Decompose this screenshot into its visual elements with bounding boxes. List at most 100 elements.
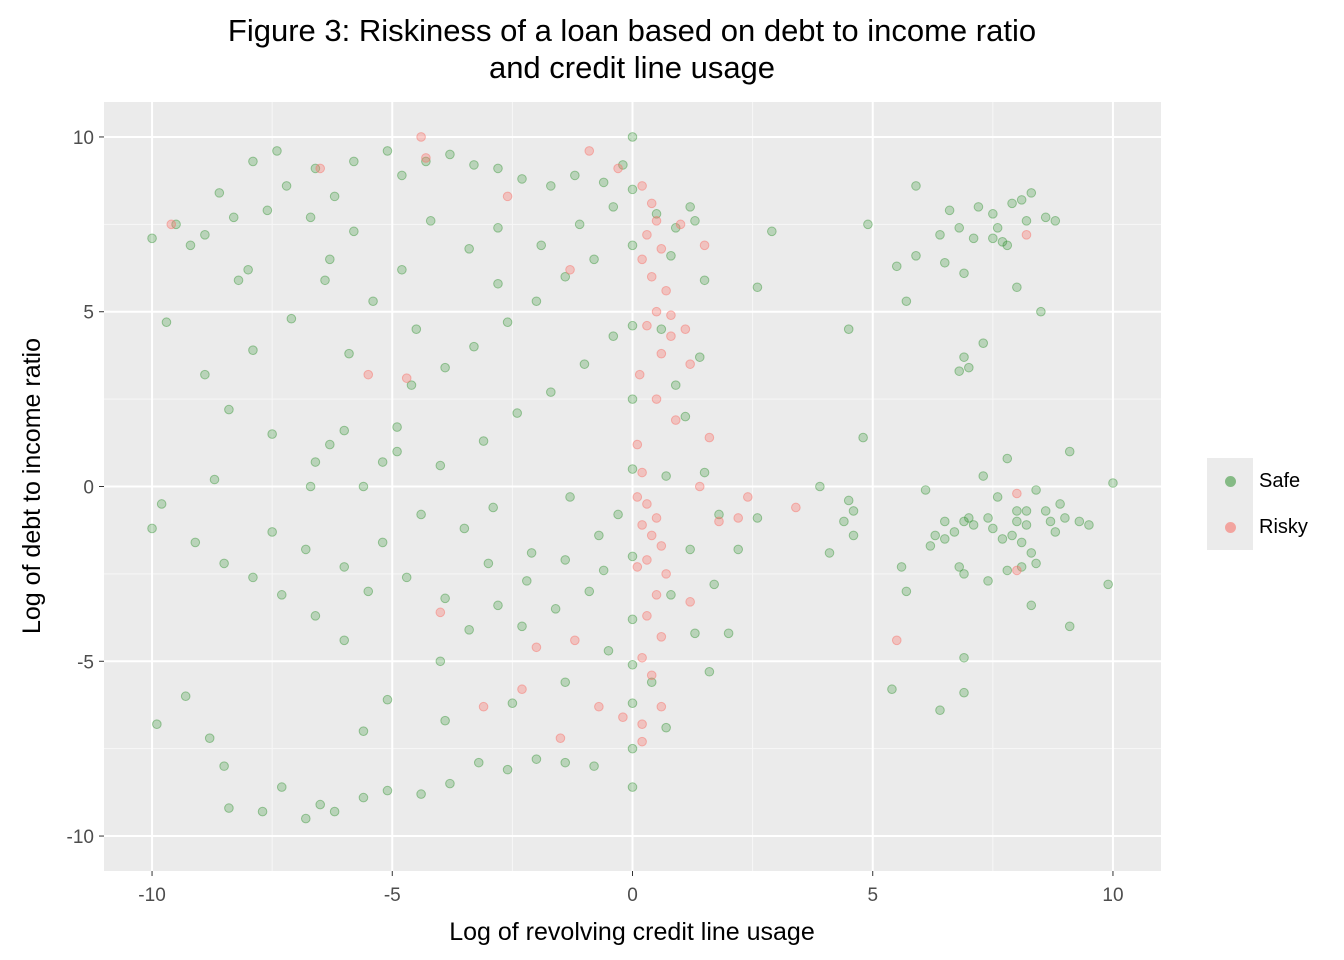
data-point-safe	[925, 541, 936, 551]
data-point-risky	[1012, 488, 1022, 499]
data-point-risky	[651, 513, 662, 523]
data-point-safe	[978, 338, 989, 348]
data-point-safe	[243, 264, 253, 275]
data-point-safe	[517, 621, 527, 632]
data-point-risky	[656, 244, 667, 254]
data-point-safe	[200, 369, 210, 380]
data-point-risky	[714, 516, 724, 527]
data-point-safe	[939, 257, 950, 268]
data-point-safe	[392, 446, 402, 457]
data-point-risky	[651, 394, 662, 404]
data-point-safe	[930, 530, 940, 541]
data-point-safe	[603, 645, 614, 656]
data-point-safe	[329, 191, 340, 202]
data-point-safe	[147, 233, 157, 244]
data-point-risky	[642, 499, 652, 509]
data-point-safe	[1007, 198, 1017, 209]
data-point-risky	[166, 219, 177, 230]
data-point-safe	[608, 331, 619, 341]
data-point-safe	[382, 785, 393, 796]
data-point-safe	[959, 516, 969, 527]
legend-dot-safe	[1224, 475, 1236, 487]
data-point-safe	[949, 527, 960, 537]
data-point-safe	[358, 481, 369, 492]
data-point-risky	[315, 163, 326, 174]
data-point-safe	[887, 684, 897, 695]
data-point-safe	[560, 271, 571, 282]
data-point-risky	[651, 590, 662, 600]
data-point-risky	[651, 216, 662, 226]
data-point-safe	[694, 352, 705, 362]
data-point-risky	[699, 240, 710, 251]
data-point-safe	[440, 593, 450, 604]
data-point-safe	[570, 170, 580, 181]
data-point-safe	[968, 520, 979, 530]
data-point-safe	[397, 264, 407, 275]
data-point-risky	[642, 555, 652, 565]
data-point-risky	[401, 373, 412, 383]
data-point-safe	[445, 778, 455, 789]
data-point-safe	[469, 341, 479, 352]
data-point-safe	[358, 726, 369, 736]
data-point-safe	[690, 628, 700, 639]
data-point-safe	[546, 387, 556, 397]
data-point-safe	[1060, 513, 1070, 523]
data-point-safe	[224, 404, 234, 415]
data-point-safe	[382, 146, 393, 156]
data-point-risky	[618, 712, 628, 723]
data-point-risky	[666, 331, 676, 341]
data-point-safe	[997, 237, 1008, 247]
data-point-safe	[1012, 282, 1022, 293]
data-point-safe	[161, 317, 172, 328]
data-point-safe	[627, 320, 638, 331]
y-tick-label: 5	[83, 303, 94, 324]
data-point-safe	[848, 506, 859, 516]
data-point-risky	[363, 369, 374, 380]
data-point-risky	[632, 562, 643, 572]
data-point-safe	[579, 359, 590, 369]
data-point-risky	[1021, 230, 1032, 240]
data-point-safe	[459, 523, 470, 534]
data-point-safe	[493, 163, 503, 174]
data-point-safe	[1016, 562, 1027, 572]
data-point-risky	[791, 502, 801, 513]
data-point-safe	[699, 275, 710, 286]
data-point-safe	[1103, 579, 1113, 590]
data-point-safe	[1050, 527, 1061, 537]
data-point-safe	[310, 163, 321, 174]
data-point-safe	[546, 181, 556, 191]
data-point-risky	[642, 320, 652, 331]
data-point-risky	[685, 597, 695, 607]
data-point-safe	[627, 551, 638, 562]
data-point-risky	[661, 285, 671, 296]
series-risky	[166, 132, 1032, 747]
data-point-safe	[627, 394, 638, 404]
data-point-risky	[637, 719, 647, 729]
data-point-safe	[315, 799, 326, 810]
data-point-safe	[627, 240, 638, 251]
data-point-safe	[598, 177, 609, 188]
data-point-safe	[627, 659, 638, 670]
data-point-safe	[1055, 499, 1065, 509]
data-point-safe	[522, 576, 532, 586]
data-point-safe	[392, 422, 402, 432]
data-point-safe	[262, 205, 273, 216]
data-point-risky	[416, 132, 426, 142]
data-point-safe	[526, 548, 537, 558]
data-point-risky	[565, 264, 575, 275]
data-point-risky	[656, 541, 667, 551]
data-point-safe	[565, 492, 575, 502]
data-point-safe	[848, 530, 859, 541]
data-point-safe	[1002, 240, 1013, 251]
data-point-safe	[598, 565, 609, 576]
data-point-safe	[248, 156, 258, 167]
data-point-safe	[209, 474, 220, 485]
data-point-risky	[646, 271, 657, 282]
x-tick-label: -5	[384, 885, 401, 906]
data-point-safe	[1036, 306, 1046, 317]
data-point-safe	[493, 600, 503, 611]
data-point-risky	[632, 492, 643, 502]
data-point-safe	[954, 223, 965, 233]
data-point-safe	[935, 230, 945, 240]
data-point-risky	[637, 652, 647, 663]
